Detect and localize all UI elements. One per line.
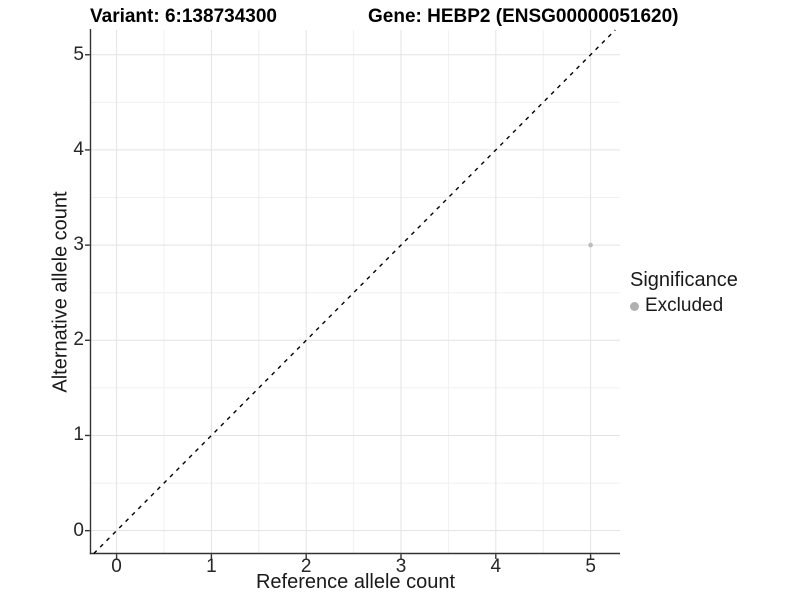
y-tick-label: 5 <box>73 43 84 65</box>
x-tick-label: 5 <box>585 556 596 577</box>
plot-title-variant: Variant: 6:138734300 <box>90 6 277 27</box>
y-tick-label: 1 <box>73 424 84 446</box>
y-tick-label: 3 <box>73 234 84 256</box>
x-tick-label: 2 <box>300 556 312 577</box>
legend-key-dot-icon <box>630 301 639 311</box>
x-tick-label: 3 <box>395 556 407 577</box>
y-tick-label: 4 <box>73 138 84 160</box>
x-tick-label: 1 <box>206 556 217 577</box>
x-axis-title: Reference allele count <box>255 571 455 593</box>
y-tick-label: 2 <box>73 329 84 351</box>
legend-title: Significance <box>630 269 738 291</box>
x-tick-label: 4 <box>490 556 502 577</box>
identity-line <box>93 29 616 554</box>
x-tick-label: 0 <box>111 556 122 577</box>
y-tick-label: 0 <box>73 519 84 541</box>
legend-item-excluded: Excluded <box>630 295 738 317</box>
plot-title-gene: Gene: HEBP2 (ENSG00000051620) <box>368 6 679 27</box>
y-axis-title: Alternative allele count <box>49 191 72 393</box>
legend: Significance Excluded <box>630 269 738 317</box>
legend-item-label: Excluded <box>645 295 724 316</box>
data-point <box>588 242 593 248</box>
